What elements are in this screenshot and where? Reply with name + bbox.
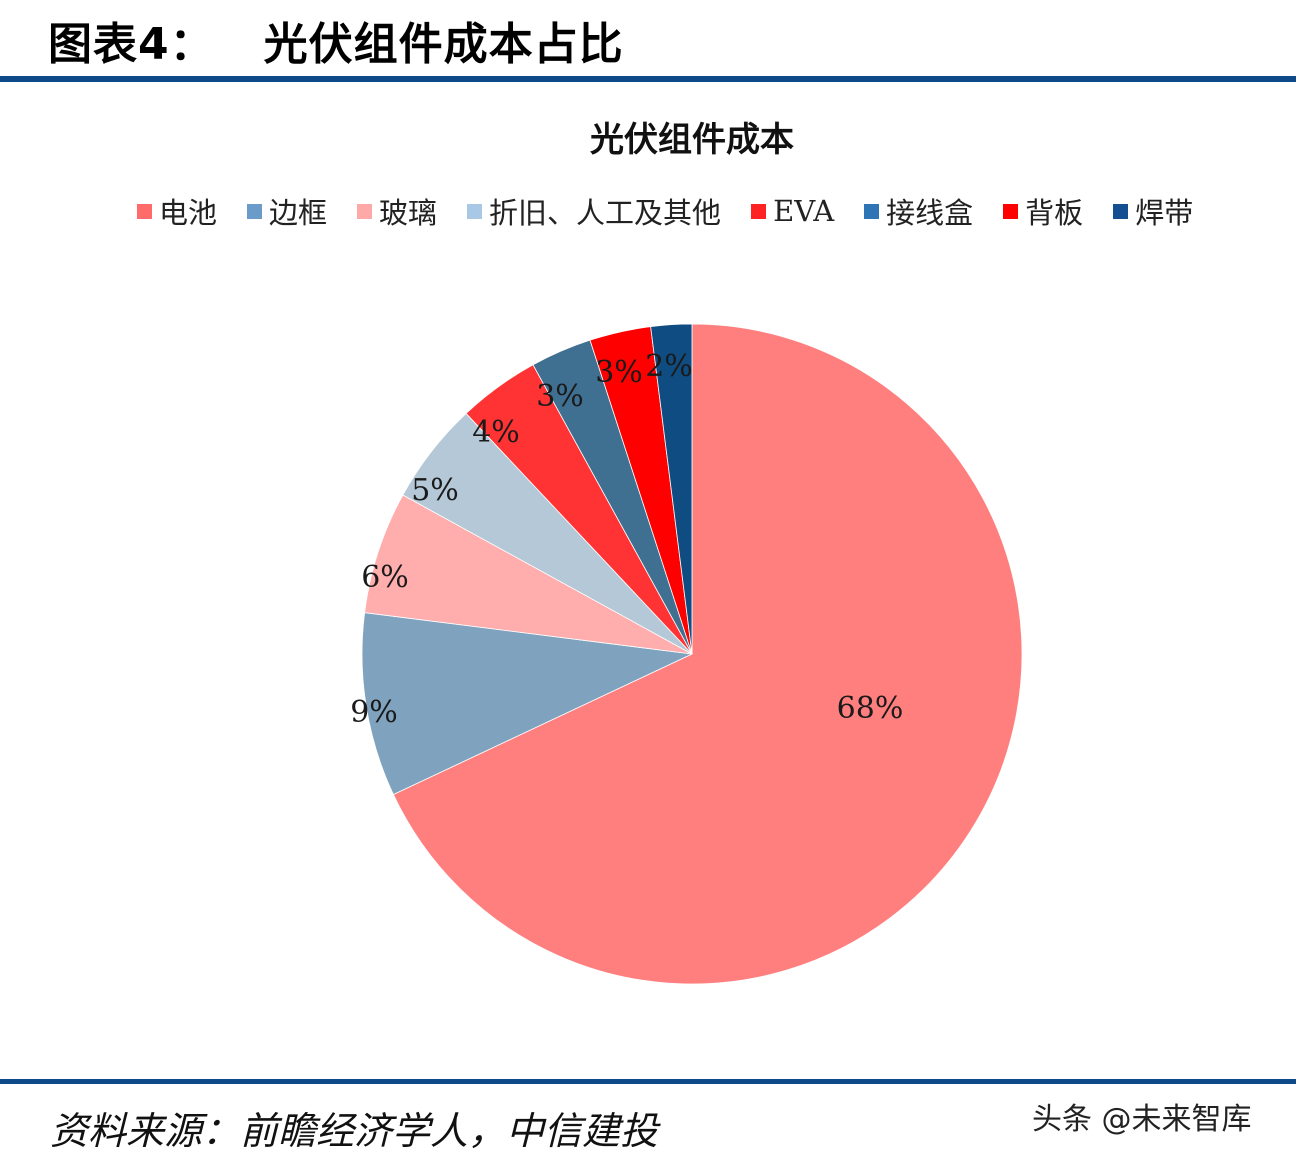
slice-label: 68% bbox=[837, 691, 904, 726]
chart-legend: 电池 边框 玻璃 折旧、人工及其他 EVA 接线盒 背板 焊带 bbox=[137, 190, 1223, 232]
legend-label: 玻璃 bbox=[379, 196, 438, 230]
legend-item: 焊带 bbox=[1113, 190, 1193, 232]
slice-label: 4% bbox=[472, 415, 520, 450]
pie-slice bbox=[364, 494, 693, 655]
legend-item: 玻璃 bbox=[357, 190, 437, 232]
legend-swatch-icon bbox=[137, 203, 152, 219]
figure-title: 图表4： 光伏组件成本占比 bbox=[48, 19, 624, 70]
slice-label: 3% bbox=[595, 355, 643, 390]
legend-item: 边框 bbox=[247, 190, 327, 232]
legend-item: EVA bbox=[751, 194, 834, 228]
legend-item: 背板 bbox=[1003, 190, 1083, 232]
legend-swatch-icon bbox=[357, 203, 373, 219]
legend-label: EVA bbox=[773, 194, 835, 228]
source-note: 资料来源：前瞻经济学人，中信建投 bbox=[50, 1109, 659, 1153]
legend-label: 边框 bbox=[269, 196, 328, 230]
watermark: 头条 @未来智库 bbox=[1032, 1102, 1252, 1137]
legend-item: 折旧、人工及其他 bbox=[467, 190, 721, 232]
legend-swatch-icon bbox=[1113, 203, 1129, 219]
pie-slice bbox=[392, 323, 1023, 985]
legend-label: 焊带 bbox=[1135, 196, 1194, 230]
pie-slice bbox=[361, 612, 694, 796]
legend-label: 接线盒 bbox=[886, 196, 974, 230]
legend-label: 折旧、人工及其他 bbox=[489, 196, 722, 230]
slice-label: 2% bbox=[645, 349, 693, 384]
slice-label: 9% bbox=[350, 695, 398, 730]
legend-swatch-icon bbox=[1003, 203, 1019, 219]
slice-label: 6% bbox=[361, 560, 409, 595]
legend-swatch-icon bbox=[751, 203, 767, 219]
slice-label: 5% bbox=[411, 473, 459, 508]
legend-item: 电池 bbox=[137, 190, 217, 232]
pie-slice bbox=[650, 323, 693, 655]
legend-label: 背板 bbox=[1025, 196, 1084, 230]
legend-swatch-icon bbox=[864, 203, 880, 219]
slice-label: 3% bbox=[536, 379, 584, 414]
legend-swatch-icon bbox=[467, 203, 483, 219]
legend-swatch-icon bbox=[247, 203, 263, 219]
top-divider bbox=[0, 76, 1296, 82]
legend-item: 接线盒 bbox=[864, 190, 973, 232]
legend-label: 电池 bbox=[159, 196, 218, 230]
bottom-divider bbox=[0, 1079, 1296, 1084]
chart-title: 光伏组件成本 bbox=[590, 120, 794, 160]
